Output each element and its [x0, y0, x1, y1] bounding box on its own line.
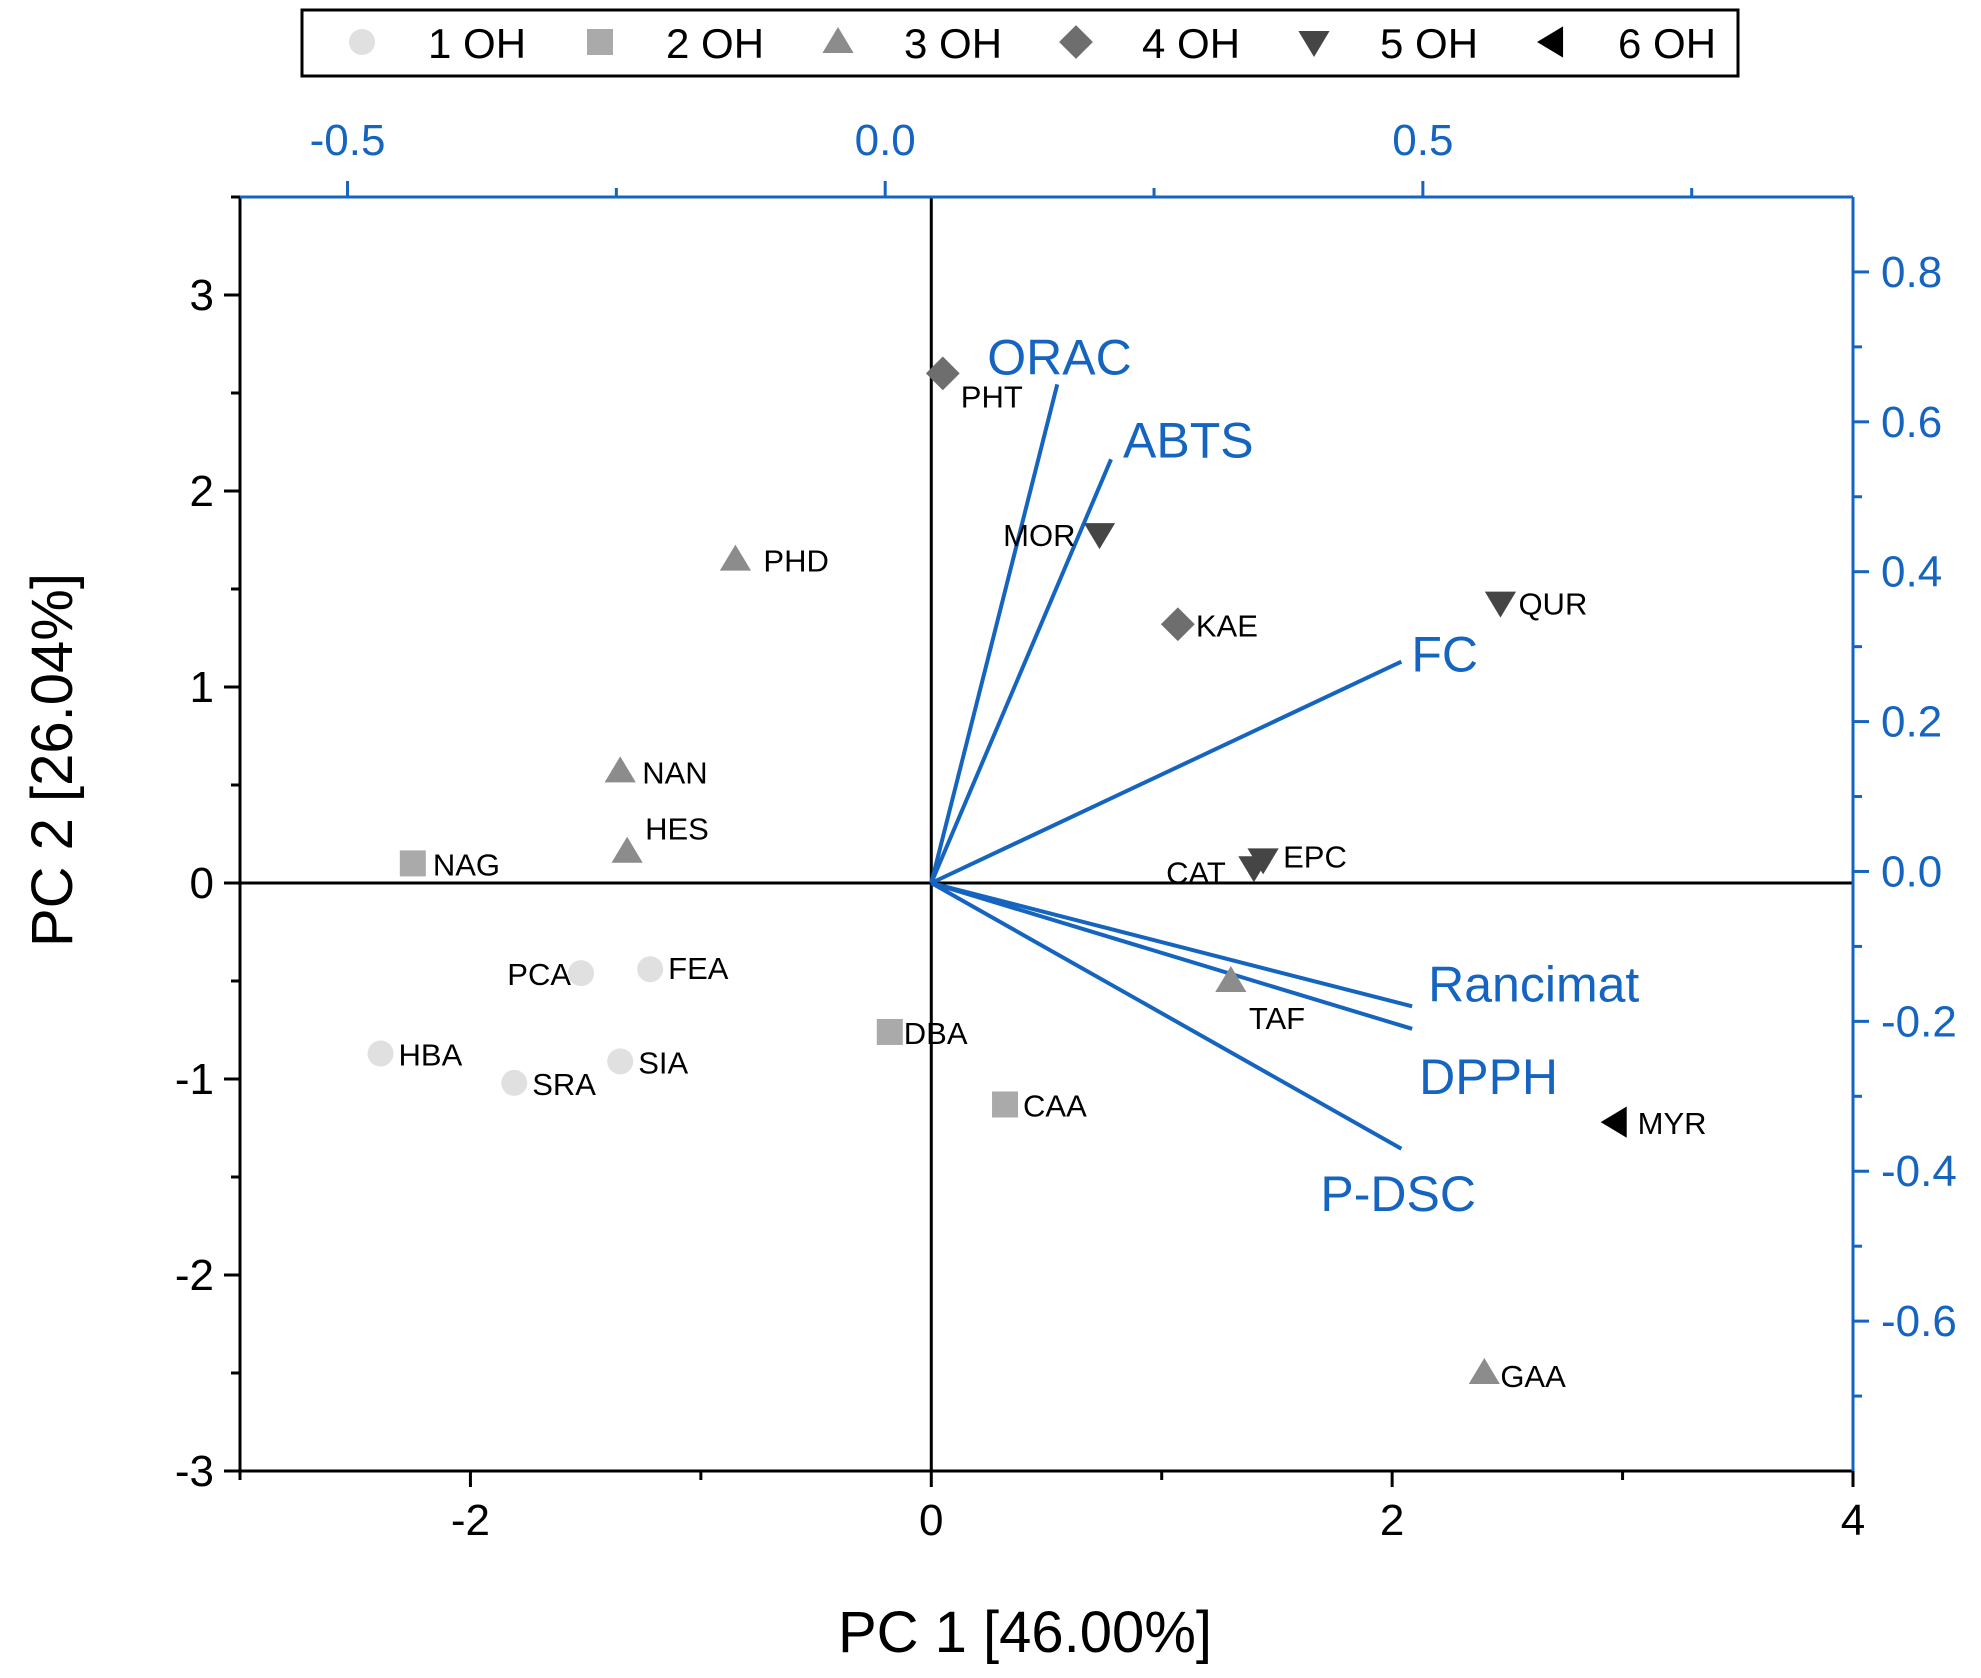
score-point-sia	[607, 1048, 634, 1075]
score-label-cat: CAT	[1166, 855, 1226, 890]
loading-vector-orac	[929, 383, 1060, 884]
score-label-phd: PHD	[763, 544, 828, 579]
legend-label-2oh: 2 OH	[666, 20, 764, 67]
x-tick-label-3: 4	[1841, 1496, 1865, 1545]
score-point-dba	[876, 1018, 903, 1045]
score-label-dba: DBA	[904, 1016, 968, 1051]
score-point-kae	[1160, 607, 1195, 642]
x-axis-title: PC 1 [46.00%]	[838, 1600, 1212, 1665]
y-tick-label-1: -2	[175, 1251, 214, 1300]
right-tick-label-7: 0.8	[1881, 248, 1942, 297]
score-point-myr	[1600, 1106, 1627, 1138]
score-point-gaa	[1468, 1358, 1500, 1385]
loading-vector-fc	[930, 659, 1403, 885]
score-label-hes: HES	[645, 812, 709, 847]
top-tick-label-1: 0.0	[855, 116, 916, 165]
x-tick-label-1: 0	[919, 1496, 943, 1545]
legend-marker-4oh	[1059, 25, 1093, 59]
legend-marker-3oh	[822, 27, 854, 54]
score-point-nan	[604, 756, 636, 783]
legend-label-6oh: 6 OH	[1618, 20, 1716, 67]
loading-label-abts: ABTS	[1123, 412, 1254, 468]
score-label-gaa: GAA	[1500, 1359, 1566, 1394]
y-tick-label-0: -3	[175, 1447, 214, 1496]
legend-label-1oh: 1 OH	[428, 20, 526, 67]
score-point-caa	[992, 1091, 1019, 1118]
y-tick-label-6: 3	[190, 271, 214, 320]
score-label-kae: KAE	[1196, 608, 1258, 643]
legend-marker-1oh	[349, 29, 375, 55]
score-point-pca	[568, 960, 595, 987]
y-tick-label-5: 2	[190, 467, 214, 516]
legend-label-5oh: 5 OH	[1380, 20, 1478, 67]
right-tick-label-0: -0.6	[1881, 1297, 1957, 1346]
score-label-taf: TAF	[1249, 1001, 1305, 1036]
score-point-phd	[719, 544, 752, 571]
score-point-pht	[925, 356, 960, 391]
right-tick-label-6: 0.6	[1881, 398, 1942, 447]
top-tick-label-0: -0.5	[310, 116, 386, 165]
y-tick-label-2: -1	[175, 1055, 214, 1104]
score-point-sra	[501, 1069, 528, 1096]
score-label-sra: SRA	[532, 1067, 596, 1102]
legend-marker-2oh	[587, 29, 613, 55]
legend-box	[300, 8, 1740, 78]
loading-vector-p-dsc	[930, 881, 1403, 1151]
score-point-hba	[367, 1040, 394, 1067]
zero-lines	[240, 197, 1853, 1471]
score-label-hba: HBA	[399, 1038, 463, 1073]
score-label-pht: PHT	[961, 379, 1023, 414]
loading-vector-dpph	[930, 881, 1413, 1031]
axes: -2 0 2 4 -3 -2 -1 0 1 2 3 -0.5 0.0 0.5 -0.6 -0.4 -0.2 0.0…	[175, 116, 1957, 1545]
right-tick-label-1: -0.4	[1881, 1147, 1957, 1196]
top-tick-label-2: 0.5	[1392, 116, 1453, 165]
legend-label-4oh: 4 OH	[1142, 20, 1240, 67]
right-tick-label-3: 0.0	[1881, 847, 1942, 896]
x-tick-label-2: 2	[1380, 1496, 1404, 1545]
score-point-mor	[1083, 523, 1116, 550]
score-label-nan: NAN	[642, 755, 707, 790]
y-tick-label-3: 0	[190, 859, 214, 908]
y-tick-label-4: 1	[190, 663, 214, 712]
legend-marker-5oh	[1298, 30, 1330, 57]
right-tick-label-5: 0.4	[1881, 548, 1942, 597]
score-point-nag	[399, 850, 426, 877]
score-point-taf	[1215, 966, 1247, 993]
x-tick-label-0: -2	[451, 1496, 490, 1545]
score-label-pca: PCA	[507, 957, 571, 992]
score-point-fea	[637, 956, 664, 983]
loading-label-orac: ORAC	[987, 329, 1131, 385]
loading-label-rancimat: Rancimat	[1428, 956, 1639, 1012]
legend: 1 OH 2 OH 3 OH 4 OH 5 OH 6 OH	[300, 8, 1740, 78]
score-label-mor: MOR	[1003, 518, 1075, 553]
loading-label-p-dsc: P-DSC	[1320, 1166, 1476, 1222]
score-point-hes	[611, 836, 643, 863]
loading-label-fc: FC	[1411, 627, 1478, 683]
score-point-qur	[1484, 591, 1517, 618]
score-point-epc	[1247, 848, 1279, 875]
right-tick-label-4: 0.2	[1881, 698, 1942, 747]
loading-label-dpph: DPPH	[1419, 1049, 1558, 1105]
y-axis-title: PC 2 [26.04%]	[20, 573, 85, 947]
loading-vector-rancimat	[930, 881, 1413, 1009]
score-label-caa: CAA	[1023, 1088, 1087, 1123]
score-label-sia: SIA	[638, 1045, 688, 1080]
score-label-epc: EPC	[1283, 839, 1347, 874]
loading-vectors: ORAC ABTS FC Rancimat DPPH P-DSC	[929, 329, 1639, 1222]
score-label-qur: QUR	[1518, 587, 1587, 622]
score-label-nag: NAG	[433, 847, 500, 882]
legend-marker-6oh	[1537, 26, 1564, 58]
score-points: PHT PHD MOR KAE QUR NAN HES NAG CAT EPC PCA FEA TAF D…	[367, 356, 1707, 1394]
loading-vector-abts	[929, 458, 1113, 884]
legend-label-3oh: 3 OH	[904, 20, 1002, 67]
score-label-myr: MYR	[1638, 1106, 1707, 1141]
score-label-fea: FEA	[668, 951, 729, 986]
right-tick-label-2: -0.2	[1881, 997, 1957, 1046]
